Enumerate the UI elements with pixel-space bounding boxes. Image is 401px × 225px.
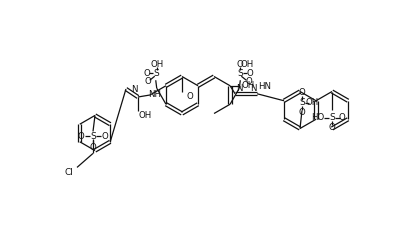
Text: O: O: [186, 92, 193, 101]
Text: OH: OH: [150, 60, 163, 69]
Text: OH: OH: [138, 110, 151, 119]
Text: S: S: [90, 132, 95, 141]
Text: O: O: [328, 123, 334, 132]
Text: O: O: [89, 143, 96, 152]
Text: HO: HO: [311, 113, 324, 122]
Text: S: S: [154, 69, 159, 78]
Text: HN: HN: [258, 82, 271, 91]
Text: O: O: [144, 77, 151, 86]
Text: S: S: [237, 69, 243, 78]
Text: O: O: [101, 132, 108, 141]
Text: O: O: [245, 77, 252, 86]
Text: O: O: [236, 60, 243, 69]
Text: O: O: [77, 132, 84, 141]
Text: O: O: [246, 69, 253, 78]
Text: NH: NH: [148, 90, 161, 99]
Text: S: S: [298, 98, 304, 107]
Text: S: S: [328, 113, 334, 122]
Text: Cl: Cl: [65, 168, 73, 177]
Text: O: O: [143, 69, 150, 78]
Text: N: N: [249, 84, 256, 93]
Text: N: N: [235, 84, 242, 93]
Text: O: O: [298, 108, 305, 117]
Text: OH: OH: [241, 81, 254, 90]
Text: O: O: [298, 88, 305, 97]
Text: N: N: [130, 85, 137, 94]
Text: OH: OH: [240, 60, 253, 69]
Text: OH: OH: [305, 98, 318, 107]
Text: O: O: [338, 113, 344, 122]
